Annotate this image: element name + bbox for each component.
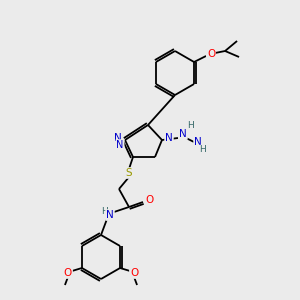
Text: N: N (114, 133, 122, 143)
Text: N: N (106, 210, 114, 220)
Text: N: N (194, 137, 202, 147)
Text: N: N (165, 133, 173, 143)
Text: O: O (130, 268, 138, 278)
Text: N: N (116, 140, 124, 150)
Text: O: O (145, 195, 153, 205)
Text: H: H (102, 206, 108, 215)
Text: O: O (64, 268, 72, 278)
Text: H: H (187, 122, 194, 130)
Text: H: H (199, 146, 206, 154)
Text: N: N (179, 129, 187, 139)
Text: O: O (207, 49, 215, 59)
Text: S: S (126, 168, 132, 178)
